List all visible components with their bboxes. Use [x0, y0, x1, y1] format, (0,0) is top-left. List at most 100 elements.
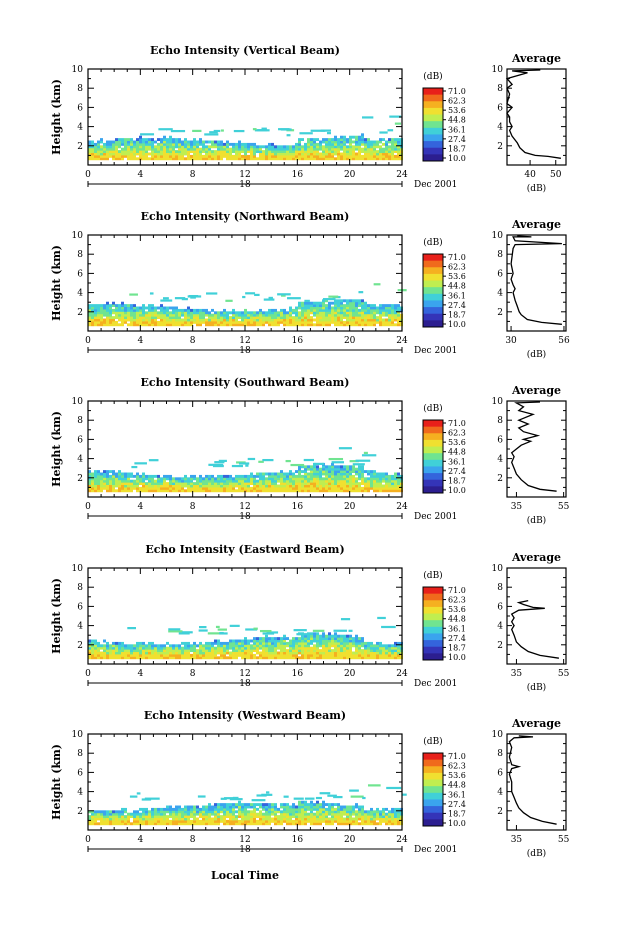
- echo-cell: [139, 822, 142, 826]
- echo-cell: [292, 805, 295, 809]
- echo-cell: [235, 147, 238, 151]
- echo-cell: [253, 656, 256, 660]
- echo-cell: [178, 815, 181, 819]
- echo-cell: [382, 313, 385, 317]
- echo-cell: [241, 803, 244, 807]
- echo-cell: [262, 477, 265, 481]
- echo-cell: [211, 812, 214, 816]
- echo-cell: [295, 807, 298, 811]
- echo-cell: [334, 157, 337, 161]
- echo-cell: [322, 306, 325, 310]
- echo-cell: [184, 815, 187, 819]
- echo-cell: [334, 651, 337, 655]
- echo-cell: [91, 311, 94, 315]
- echo-cell: [91, 486, 94, 490]
- echo-cell: [226, 486, 229, 490]
- echo-cell: [109, 311, 112, 315]
- echo-cell: [355, 803, 358, 807]
- echo-cell: [307, 819, 310, 823]
- echo-cell: [286, 479, 289, 483]
- echo-cell: [343, 810, 346, 814]
- avg-x-tick-label: 30: [505, 336, 517, 346]
- echo-cell: [367, 489, 370, 493]
- echo-cell: [130, 154, 133, 158]
- echo-cell: [232, 656, 235, 660]
- echo-cell: [337, 653, 340, 657]
- echo-cell: [202, 142, 205, 146]
- echo-cell: [328, 484, 331, 488]
- x-tick-label: 24: [396, 502, 408, 512]
- echo-cell: [139, 313, 142, 317]
- echo-cell: [319, 147, 322, 151]
- echo-cell: [292, 472, 295, 476]
- echo-cell: [190, 318, 193, 322]
- echo-cell: [139, 486, 142, 490]
- echo-cell: [379, 316, 382, 320]
- x-tick-label: 12: [239, 669, 250, 679]
- echo-cell: [331, 145, 334, 149]
- echo-cell: [118, 482, 121, 486]
- echo-cell: [181, 812, 184, 816]
- echo-cell: [142, 656, 145, 660]
- colorbar-swatch: [423, 812, 443, 820]
- echo-cell: [175, 819, 178, 823]
- echo-cell: [148, 649, 151, 653]
- echo-cell: [115, 323, 118, 327]
- echo-cell: [280, 311, 283, 315]
- echo-cell: [244, 637, 247, 641]
- echo-cell: [133, 479, 136, 483]
- echo-cell: [331, 142, 334, 146]
- echo-cell: [115, 154, 118, 158]
- echo-cell: [196, 142, 199, 146]
- echo-cell: [145, 646, 148, 650]
- echo-cell: [127, 656, 130, 660]
- echo-cell: [157, 152, 160, 156]
- echo-cell: [94, 482, 97, 486]
- echo-cell: [172, 817, 175, 821]
- echo-cell: [328, 649, 331, 653]
- echo-cell: [310, 651, 313, 655]
- echo-cell: [325, 316, 328, 320]
- echo-cell: [124, 649, 127, 653]
- echo-cell: [340, 147, 343, 151]
- echo-cell: [250, 646, 253, 650]
- echo-cell: [241, 639, 244, 643]
- echo-cell: [226, 651, 229, 655]
- echo-cell: [301, 308, 304, 312]
- echo-cell: [334, 646, 337, 650]
- colorbar-tick-label: 10.0: [448, 486, 466, 495]
- echo-cell: [394, 651, 397, 655]
- echo-cell: [133, 656, 136, 660]
- echo-cell: [202, 318, 205, 322]
- echo-cell: [307, 142, 310, 146]
- echo-cell: [232, 805, 235, 809]
- x-tick-label: 12: [239, 502, 250, 512]
- echo-cell: [280, 822, 283, 826]
- echo-cell: [205, 311, 208, 315]
- echo-cell: [361, 150, 364, 154]
- echo-cell: [346, 465, 349, 469]
- echo-cell: [355, 470, 358, 474]
- echo-cell: [97, 479, 100, 483]
- echo-cell: [169, 313, 172, 317]
- colorbar-frame: [422, 87, 444, 162]
- echo-cell: [346, 644, 349, 648]
- echo-cell: [151, 810, 154, 814]
- echo-cell: [88, 486, 91, 490]
- echo-cell: [229, 641, 232, 645]
- echo-cell: [364, 138, 367, 142]
- echo-cell: [148, 646, 151, 650]
- echo-cell: [235, 649, 238, 653]
- echo-cell: [379, 479, 382, 483]
- echo-cell: [247, 320, 250, 324]
- echo-cell: [184, 313, 187, 317]
- echo-cell: [136, 479, 139, 483]
- echo-cell: [304, 306, 307, 310]
- echo-cell: [352, 474, 355, 478]
- echo-cell: [337, 157, 340, 161]
- echo-cell: [307, 154, 310, 158]
- echo-cell: [139, 154, 142, 158]
- echo-cell: [280, 651, 283, 655]
- echo-cell: [247, 656, 250, 660]
- echo-cell: [334, 316, 337, 320]
